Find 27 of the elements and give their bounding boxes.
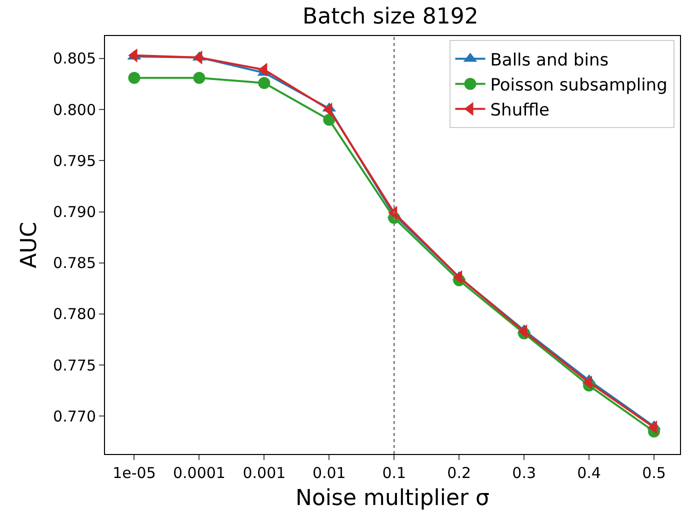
- point: [323, 114, 336, 126]
- legend-label: Balls and bins: [490, 50, 609, 70]
- chart-title: Batch size 8192: [302, 4, 478, 30]
- y-tick-label: 0.800: [53, 100, 96, 119]
- y-tick-label: 0.770: [53, 407, 96, 426]
- point: [128, 72, 140, 84]
- x-tick-label: 0.3: [512, 464, 536, 482]
- y-axis-title: AUC: [16, 222, 42, 268]
- y-tick-label: 0.780: [53, 305, 96, 324]
- x-axis-title: Noise multiplier σ: [296, 486, 490, 511]
- legend-label: Poisson subsampling: [490, 75, 668, 96]
- point: [193, 72, 206, 84]
- y-tick-label: 0.795: [53, 152, 96, 170]
- x-tick-label: 1e-05: [112, 464, 156, 482]
- x-tick-label: 0.5: [642, 464, 666, 482]
- y-tick-label: 0.775: [53, 356, 96, 374]
- y-tick-label: 0.805: [53, 50, 96, 68]
- x-tick-label: 0.2: [447, 464, 472, 482]
- point: [258, 77, 270, 90]
- x-tick-label: 0.01: [312, 464, 346, 482]
- x-tick-label: 0.0001: [172, 464, 226, 482]
- x-tick-label: 0.4: [577, 464, 601, 482]
- x-tick-label: 0.001: [242, 464, 286, 482]
- legend-label: Shuffle: [490, 100, 550, 121]
- y-tick-label: 0.785: [53, 254, 96, 272]
- x-tick-label: 0.1: [382, 464, 406, 482]
- y-tick-label: 0.790: [53, 203, 96, 222]
